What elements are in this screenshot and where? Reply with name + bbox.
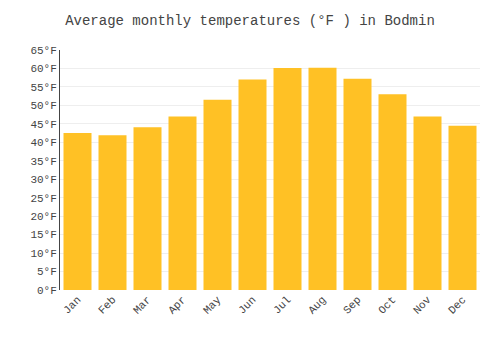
svg-text:45°F: 45°F [30,119,56,131]
svg-text:15°F: 15°F [30,229,56,241]
svg-text:Feb: Feb [96,294,118,316]
svg-text:65°F: 65°F [30,45,56,57]
svg-text:Jun: Jun [236,294,258,316]
svg-text:20°F: 20°F [30,211,56,223]
svg-text:Aug: Aug [306,294,328,316]
svg-text:Mar: Mar [131,294,153,316]
svg-text:Jan: Jan [61,294,83,316]
svg-text:40°F: 40°F [30,137,56,149]
svg-text:Dec: Dec [446,294,468,316]
svg-text:Apr: Apr [166,294,188,316]
svg-text:30°F: 30°F [30,174,56,186]
svg-text:35°F: 35°F [30,156,56,168]
svg-text:5°F: 5°F [37,266,57,278]
svg-text:0°F: 0°F [37,285,57,297]
svg-text:55°F: 55°F [30,82,56,94]
svg-text:10°F: 10°F [30,248,56,260]
svg-text:Oct: Oct [376,294,398,316]
svg-text:May: May [201,294,224,317]
svg-text:Nov: Nov [411,294,434,317]
svg-text:50°F: 50°F [30,100,56,112]
svg-text:60°F: 60°F [30,63,56,75]
svg-text:Sep: Sep [341,294,363,316]
svg-text:25°F: 25°F [30,193,56,205]
svg-text:Jul: Jul [271,294,293,316]
svg-text:Average monthly temperatures (: Average monthly temperatures (°F ) in Bo… [65,13,435,29]
